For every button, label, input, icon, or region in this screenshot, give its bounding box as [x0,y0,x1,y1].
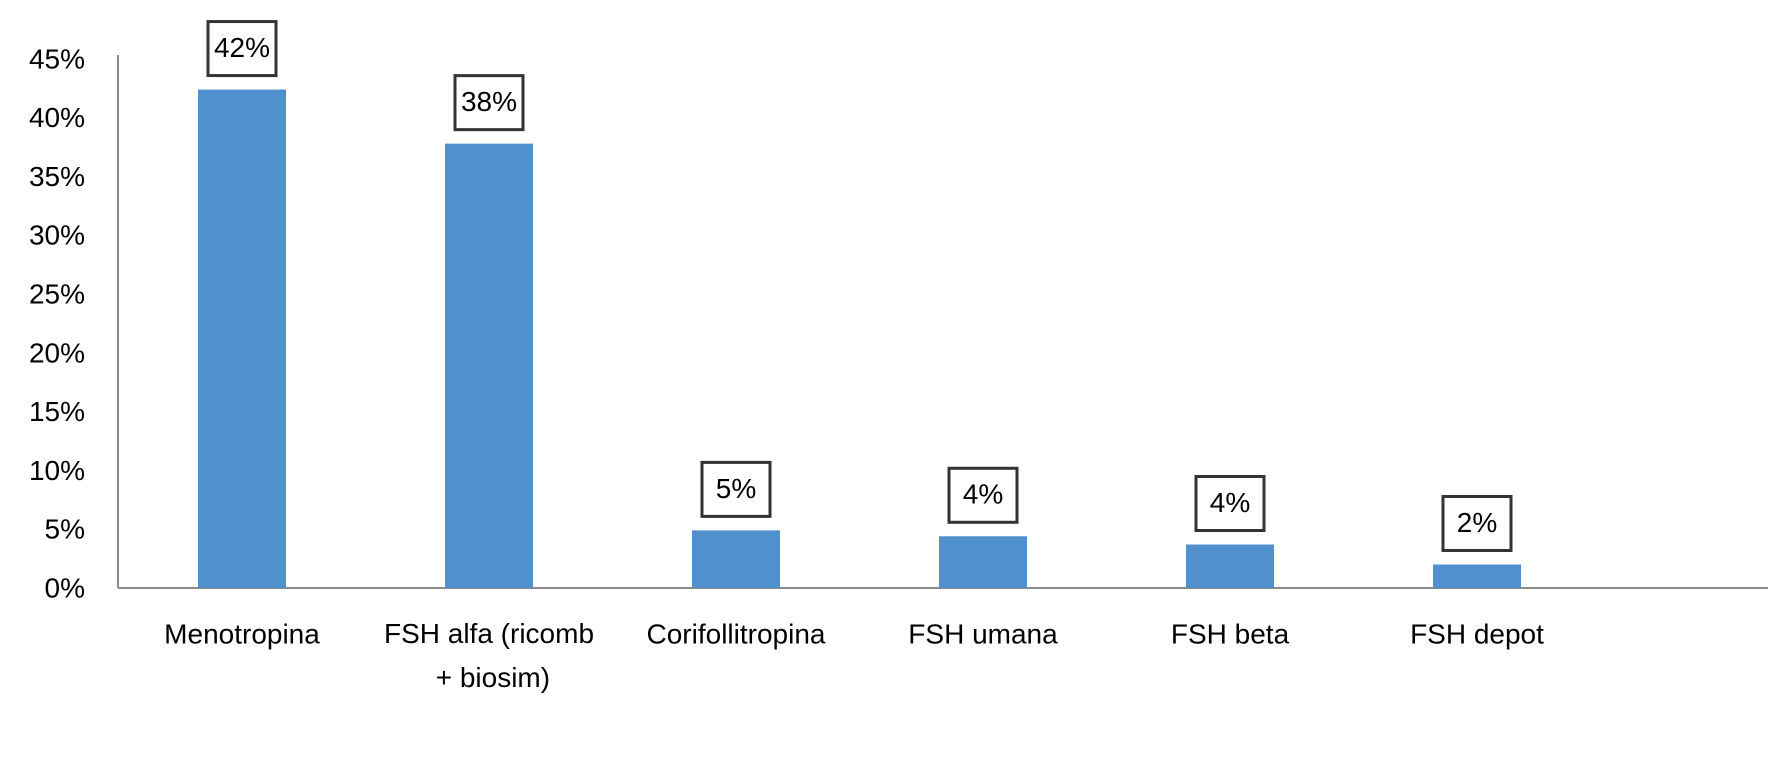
y-tick-label: 25% [29,279,85,310]
x-tick-label: Corifollitropina [647,618,826,649]
bar [692,530,780,588]
value-label-box [453,74,525,132]
x-tick-label: Menotropina [164,618,320,649]
value-label: 42% [214,32,270,63]
x-tick-label-line: + biosim) [428,662,550,693]
y-tick-label: 15% [29,396,85,427]
bar [198,89,286,588]
x-tick-label-line: FSH alfa (ricomb [384,618,594,649]
value-label-box [1441,494,1513,552]
bar [1433,564,1521,588]
value-label-box [700,460,772,518]
value-label-box [947,466,1019,524]
x-tick-label: FSH beta [1171,618,1290,649]
value-label: 4% [963,479,1003,510]
y-tick-label: 35% [29,161,85,192]
value-label: 4% [1210,487,1250,518]
x-tick-label: FSH depot [1410,618,1544,649]
y-tick-label: 40% [29,102,85,133]
x-tick-label: FSH alfa (ricomb + biosim) [384,618,594,693]
y-tick-label: 10% [29,455,85,486]
bar [445,143,533,588]
y-tick-label: 30% [29,220,85,251]
bar [1186,544,1274,588]
bar [939,536,1027,588]
value-label: 38% [461,86,517,117]
value-label: 2% [1457,507,1497,538]
x-tick-label: FSH umana [908,618,1058,649]
value-label-box [1194,475,1266,533]
value-label: 5% [716,473,756,504]
value-label-box [206,20,278,78]
y-tick-label: 0% [45,572,85,603]
y-tick-label: 45% [29,43,85,74]
y-tick-label: 20% [29,337,85,368]
y-tick-label: 5% [45,514,85,545]
